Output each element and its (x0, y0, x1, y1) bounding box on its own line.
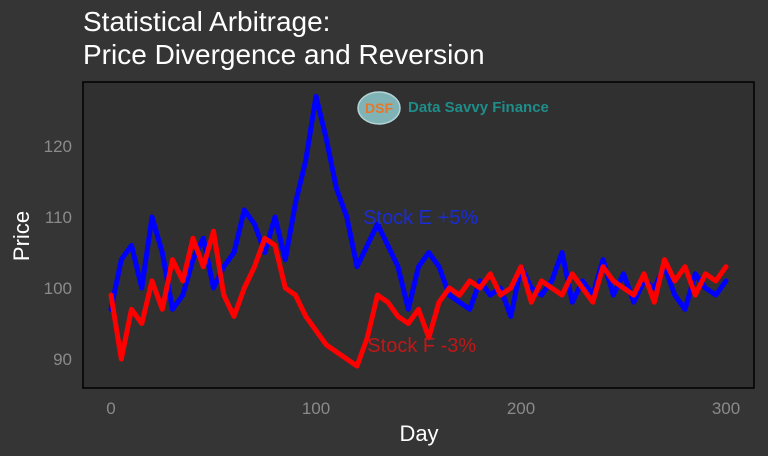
y-axis: 90 100 110 120 (44, 137, 72, 369)
plot-area (82, 81, 755, 389)
x-tick-label-100: 100 (302, 399, 330, 418)
y-axis-title: Price (9, 211, 34, 261)
dsf-logo-badge (357, 91, 401, 125)
chart-title-line-2: Price Divergence and Reversion (83, 39, 485, 70)
x-tick-label-0: 0 (106, 399, 115, 418)
series-line-1 (108, 93, 729, 319)
x-axis-title: Day (399, 421, 438, 446)
dsf-logo-text: Data Savvy Finance (408, 99, 549, 116)
series-annotation-1: Stock E +5% (363, 207, 478, 229)
x-tick-label-300: 300 (712, 399, 740, 418)
x-tick-label-200: 200 (507, 399, 535, 418)
y-tick-label-100: 100 (44, 279, 72, 298)
dsf-logo-monogram: DSF (365, 100, 393, 116)
chart-title-line-1: Statistical Arbitrage: (83, 6, 330, 37)
x-axis: 0 100 200 300 (106, 399, 740, 418)
y-tick-label-110: 110 (45, 208, 72, 227)
y-tick-label-90: 90 (53, 350, 72, 369)
annotation-layer: Stock E +5% Stock F -3% (363, 207, 478, 357)
data-savvy-finance-logo: DSF Data Savvy Finance (357, 91, 549, 125)
series-annotation-2: Stock F -3% (367, 335, 476, 357)
y-tick-label-120: 120 (44, 137, 72, 156)
series-layer (108, 93, 729, 369)
series-line-2 (108, 228, 729, 369)
